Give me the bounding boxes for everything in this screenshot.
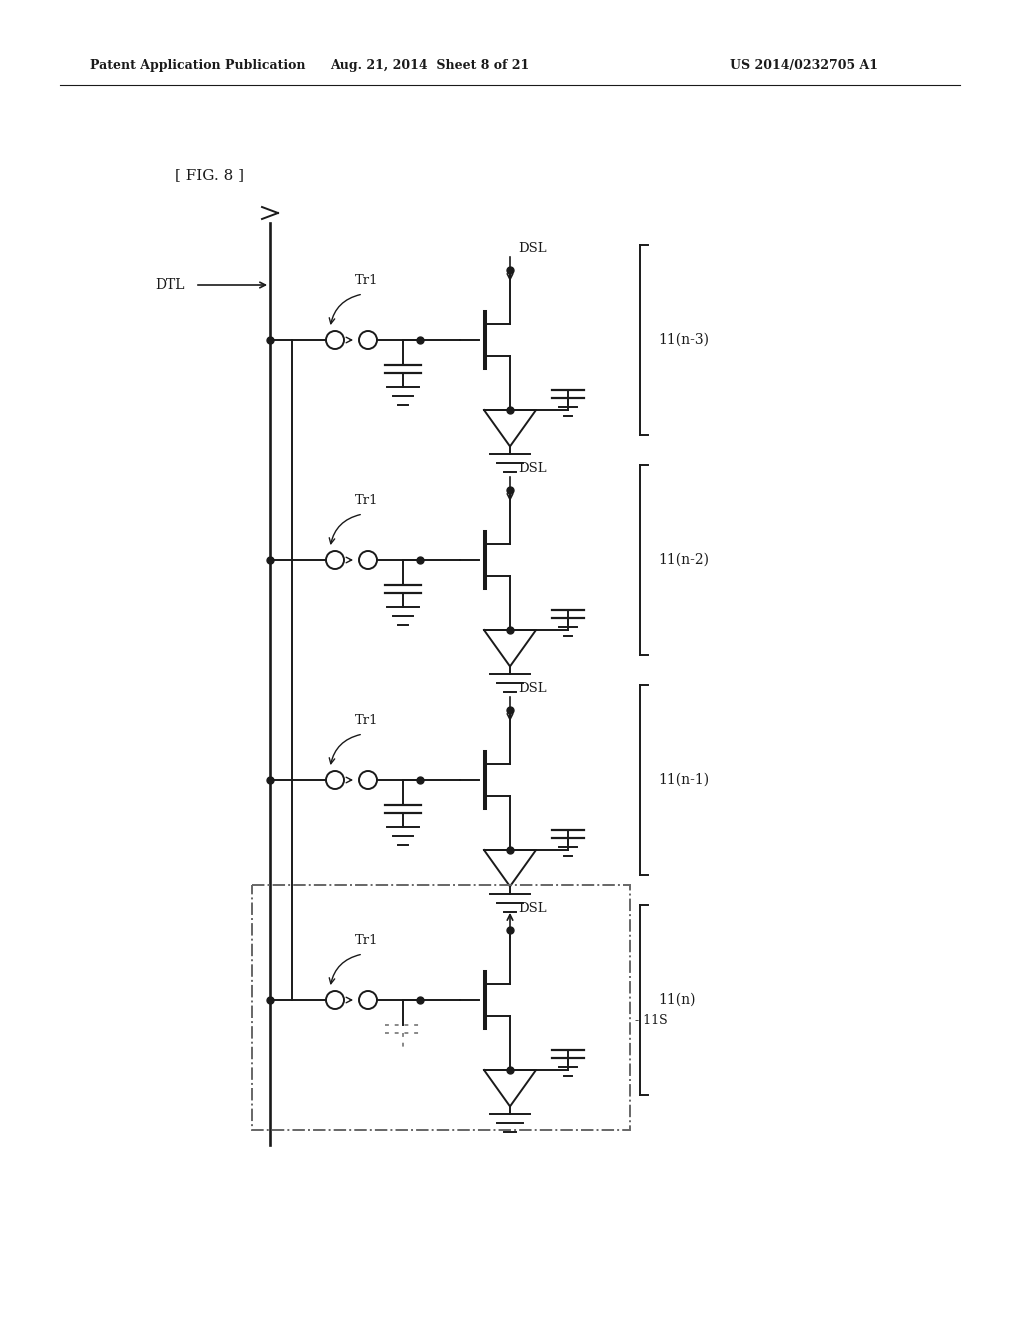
Text: Tr1: Tr1 [355,494,379,507]
Text: Tr1: Tr1 [355,933,379,946]
Text: DSL: DSL [518,242,547,255]
Text: 11(n): 11(n) [658,993,695,1007]
Text: Tr1: Tr1 [355,273,379,286]
Text: - 11S: - 11S [635,1014,668,1027]
Text: 11(n-1): 11(n-1) [658,774,710,787]
Text: 11(n-3): 11(n-3) [658,333,709,347]
Text: DSL: DSL [518,902,547,915]
Text: DSL: DSL [518,681,547,694]
Text: Patent Application Publication: Patent Application Publication [90,58,305,71]
Text: Tr1: Tr1 [355,714,379,726]
Text: [ FIG. 8 ]: [ FIG. 8 ] [175,168,244,182]
Text: DSL: DSL [518,462,547,474]
Text: Aug. 21, 2014  Sheet 8 of 21: Aug. 21, 2014 Sheet 8 of 21 [331,58,529,71]
Text: DTL: DTL [156,279,185,292]
Text: 11(n-2): 11(n-2) [658,553,709,568]
Text: US 2014/0232705 A1: US 2014/0232705 A1 [730,58,878,71]
